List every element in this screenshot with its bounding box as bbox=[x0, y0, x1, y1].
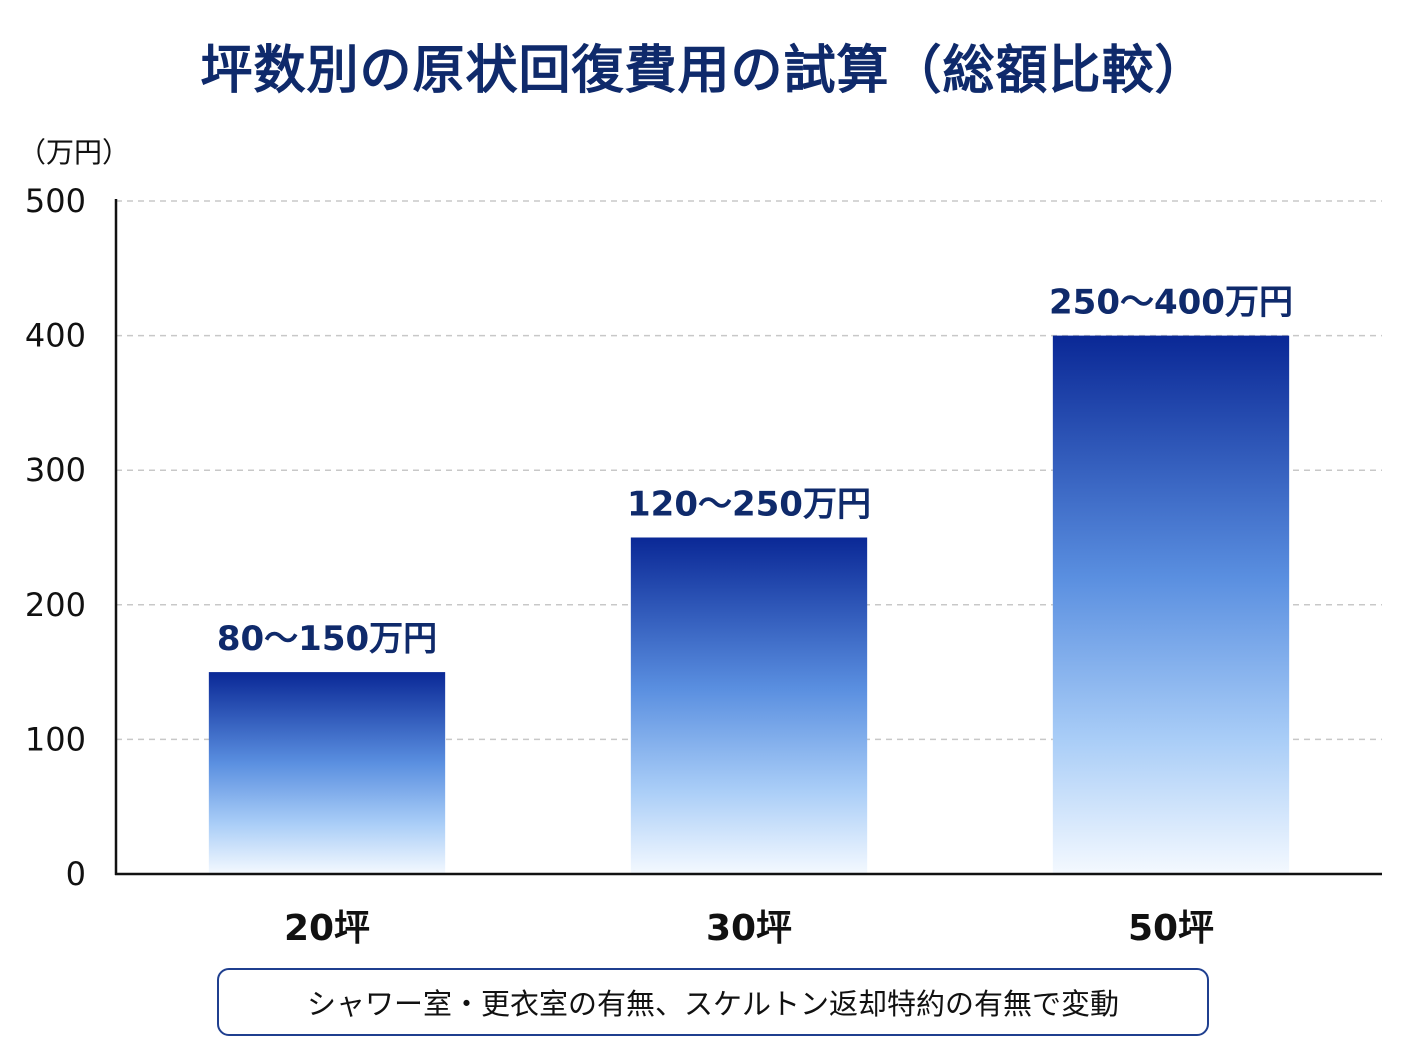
y-tick-label: 0 bbox=[66, 855, 86, 893]
y-tick-label: 400 bbox=[25, 317, 86, 355]
x-tick-label: 50坪 bbox=[1128, 908, 1214, 949]
y-tick-label: 500 bbox=[25, 182, 86, 220]
bar bbox=[208, 672, 446, 874]
y-tick-labels: 0 100 200 300 400 500 bbox=[25, 182, 86, 893]
bar-value-label: 250〜400万円 bbox=[1049, 283, 1293, 323]
chart-title: 坪数別の原状回復費用の試算（総額比較） bbox=[200, 41, 1208, 101]
axes bbox=[114, 199, 1382, 876]
note-text: シャワー室・更衣室の有無、スケルトン返却特約の有無で変動 bbox=[306, 987, 1119, 1021]
bars bbox=[208, 335, 1290, 875]
x-tick-label: 30坪 bbox=[706, 908, 792, 949]
bar bbox=[1052, 335, 1290, 875]
y-tick-label: 100 bbox=[25, 720, 86, 758]
note-box: シャワー室・更衣室の有無、スケルトン返却特約の有無で変動 bbox=[217, 968, 1209, 1036]
y-tick-label: 300 bbox=[25, 451, 86, 489]
bar-value-labels: 80〜150万円 120〜250万円 250〜400万円 bbox=[217, 283, 1293, 659]
bar bbox=[630, 537, 868, 874]
y-tick-label: 200 bbox=[25, 586, 86, 624]
x-tick-label: 20坪 bbox=[284, 908, 370, 949]
x-tick-labels: 20坪 30坪 50坪 bbox=[284, 908, 1214, 949]
bar-value-label: 120〜250万円 bbox=[627, 485, 871, 525]
y-axis-unit-label: （万円） bbox=[18, 136, 130, 169]
bar-value-label: 80〜150万円 bbox=[217, 619, 437, 659]
